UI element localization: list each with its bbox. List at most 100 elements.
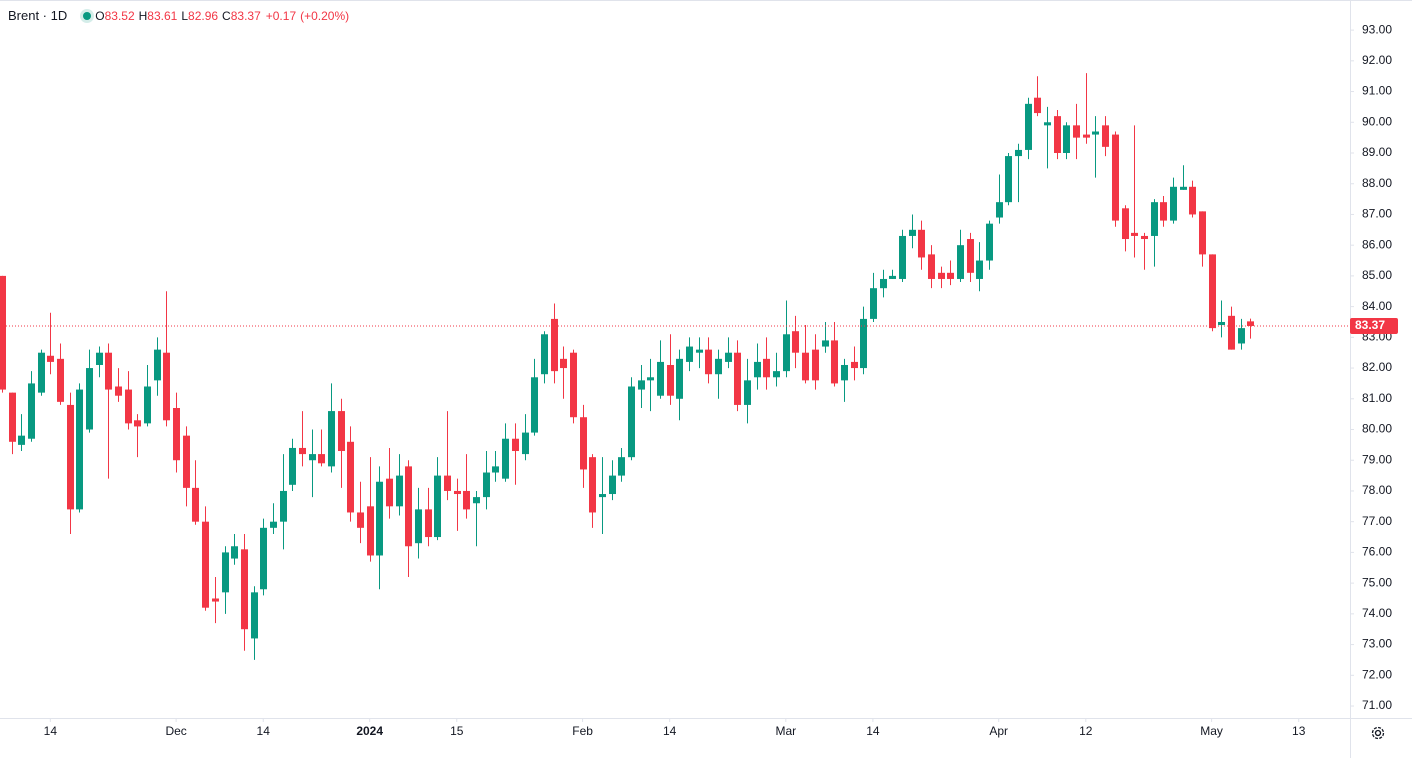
y-tick-label: 91.00 [1362, 84, 1392, 98]
candle-body [1005, 156, 1012, 203]
y-tick-label: 81.00 [1362, 391, 1392, 405]
candle-body [405, 466, 412, 547]
candle-body [376, 481, 383, 556]
last-price-tag [1350, 317, 1398, 334]
candle-body [105, 352, 112, 390]
candle-body [338, 411, 345, 452]
candle-body [28, 383, 35, 439]
candle-body [134, 420, 141, 427]
candle-body [1209, 254, 1216, 329]
candle-body [86, 368, 93, 430]
y-tick-label: 73.00 [1362, 637, 1392, 651]
candle-body [841, 364, 848, 381]
candle-body [154, 349, 161, 381]
candle-body [599, 494, 606, 498]
candle-body [251, 592, 258, 639]
x-tick-label: 15 [450, 724, 464, 738]
y-tick-label: 75.00 [1362, 575, 1392, 589]
candle-body [125, 389, 132, 424]
candle-body [1073, 125, 1080, 138]
candle-body [986, 223, 993, 261]
y-tick-label: 74.00 [1362, 606, 1392, 620]
candle-body [396, 475, 403, 507]
candle-body [202, 521, 209, 608]
candle-body [18, 435, 25, 445]
y-tick-label: 86.00 [1362, 237, 1392, 251]
y-tick-label: 80.00 [1362, 422, 1392, 436]
x-tick-label: Feb [572, 724, 593, 738]
candle-body [115, 386, 122, 396]
ohlc-label: O [95, 8, 105, 23]
candle-body [473, 497, 480, 504]
candle-body [96, 352, 103, 365]
ohlc-value: 82.96 [188, 8, 219, 23]
candle-body [425, 509, 432, 538]
y-tick-label: 89.00 [1362, 145, 1392, 159]
candle-body [686, 346, 693, 362]
candle-body [899, 235, 906, 279]
candle-body [280, 490, 287, 522]
candle-body [260, 527, 267, 590]
x-tick-label: Dec [165, 724, 186, 738]
candle-body [270, 521, 277, 528]
candle-body [589, 457, 596, 513]
candle-body [309, 454, 316, 461]
last-price-label: 83.37 [1355, 318, 1385, 332]
candle-body [299, 447, 306, 455]
candle-body [1228, 315, 1235, 350]
x-tick-label: Mar [775, 724, 796, 738]
candle-body [541, 334, 548, 375]
y-tick-label: 84.00 [1362, 299, 1392, 313]
candle-body [1180, 186, 1187, 190]
candle-body [1083, 134, 1090, 138]
candle-body [609, 475, 616, 495]
ohlc-values: O 83.52 H 83.61 L 82.96 C 83.37 [91, 9, 261, 23]
settings-icon[interactable] [1371, 726, 1385, 740]
candle-body [492, 466, 499, 473]
candle-body [947, 272, 954, 279]
candle-body [638, 380, 645, 390]
candle-body [870, 288, 877, 319]
x-tick-label: May [1200, 724, 1223, 738]
symbol-title: Brent · 1D [8, 8, 68, 23]
candle-body [618, 457, 625, 476]
candle-body [812, 349, 819, 381]
candle-body [38, 352, 45, 393]
candle-body [47, 355, 54, 362]
candle-body [192, 487, 199, 522]
candle-body [676, 358, 683, 399]
ohlc-label: H [138, 8, 148, 23]
candle-body [386, 478, 393, 507]
candle-body [1160, 202, 1167, 221]
x-tick-label: 2024 [356, 724, 383, 738]
candle-body [454, 490, 461, 495]
candle-body [551, 318, 558, 372]
candle-body [347, 441, 354, 513]
candle-body [1170, 186, 1177, 221]
plot [0, 73, 1254, 660]
candle-body [1122, 208, 1129, 240]
candle-body [1151, 202, 1158, 236]
candle-body [957, 245, 964, 279]
candle-body [1112, 134, 1119, 221]
candle-body [415, 509, 422, 544]
candle-body [657, 361, 664, 396]
y-tick-label: 76.00 [1362, 545, 1392, 559]
candle-body [696, 349, 703, 353]
candle-body [792, 331, 799, 353]
change: +0.17 [265, 8, 297, 23]
y-tick-label: 71.00 [1362, 698, 1392, 712]
candle-body [444, 475, 451, 491]
candle-body [570, 352, 577, 418]
candle-body [1199, 211, 1206, 255]
x-tick-label: 14 [44, 724, 58, 738]
candle-body [667, 364, 674, 396]
candle-body [318, 454, 325, 464]
candle-body [976, 260, 983, 279]
candle-body [783, 334, 790, 372]
status-dot [83, 11, 92, 20]
candle-body [754, 361, 761, 378]
candle-body [367, 506, 374, 556]
candle-body [967, 239, 974, 273]
candle-body [289, 447, 296, 485]
